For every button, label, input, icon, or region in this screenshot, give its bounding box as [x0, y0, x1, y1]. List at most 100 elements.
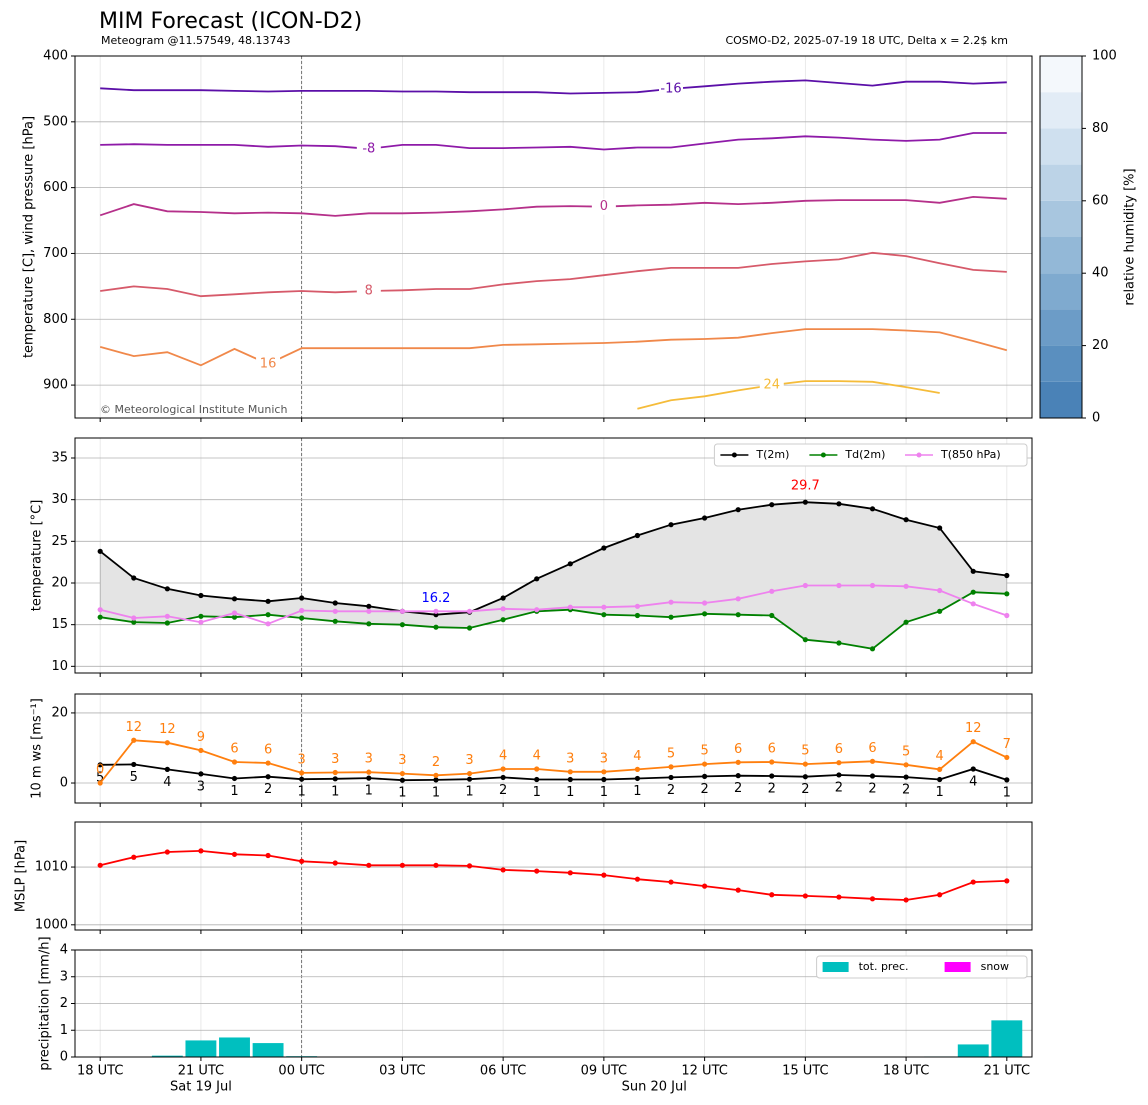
data-point [802, 774, 808, 780]
data-point [131, 619, 137, 625]
data-point [937, 587, 943, 594]
colorbar-band [1040, 128, 1082, 165]
y-tick-label: 0 [60, 776, 68, 791]
data-point [332, 860, 338, 866]
data-point [97, 780, 103, 786]
data-label: 1 [533, 785, 541, 800]
data-point [769, 588, 775, 594]
x-tick-label: 00 UTC [278, 1064, 324, 1079]
y-tick-label: 35 [51, 451, 68, 466]
data-point [97, 607, 103, 613]
legend-label: T(850 hPa) [940, 448, 1001, 461]
y-tick-label: 1010 [35, 860, 68, 875]
data-label: 6 [868, 741, 876, 756]
data-point [869, 896, 876, 902]
extreme-label: 16.2 [421, 591, 450, 606]
data-point [500, 595, 506, 601]
data-point [601, 872, 607, 878]
date-label: Sat 19 Jul [170, 1080, 232, 1095]
data-point [802, 637, 808, 643]
data-point [735, 887, 741, 893]
legend-marker [731, 452, 737, 458]
series-line [99, 501, 1007, 616]
data-point [567, 769, 573, 775]
title: MIM Forecast (ICON-D2) [99, 9, 362, 34]
data-point [466, 776, 473, 782]
y-tick-label: 2 [60, 996, 68, 1011]
data-label: 1 [398, 786, 406, 801]
data-point [1004, 572, 1010, 579]
data-point [366, 608, 372, 614]
data-point [433, 862, 439, 868]
data-point [399, 862, 405, 868]
legend-label: T(2m) [755, 448, 789, 461]
colorbar-band [1040, 56, 1082, 93]
data-point [299, 776, 305, 782]
contour-label-bg [591, 198, 616, 215]
x-tick-label: 15 UTC [782, 1064, 828, 1079]
data-point [164, 586, 170, 592]
data-label: 3 [465, 753, 473, 768]
data-point [970, 601, 976, 607]
data-point [668, 879, 674, 885]
data-point [769, 892, 775, 898]
data-point [970, 589, 976, 595]
y-tick-label: 20 [51, 705, 68, 720]
data-point [802, 499, 808, 505]
panel-frame [74, 437, 1033, 674]
data-point [265, 598, 271, 604]
data-point [299, 770, 305, 776]
data-point [1004, 754, 1010, 761]
legend-label: snow [981, 960, 1009, 973]
data-point [735, 507, 741, 513]
data-point [567, 604, 573, 610]
data-point [399, 622, 405, 628]
colorbar-band [1040, 309, 1082, 346]
x-tick-label: 21 UTC [984, 1064, 1030, 1079]
data-label: 3 [600, 751, 608, 766]
y-axis-label: temperature [C], wind pressure [hPa] [22, 116, 37, 358]
data-point [332, 618, 338, 624]
data-point [1004, 591, 1010, 597]
data-point [937, 892, 943, 898]
data-point [500, 617, 506, 623]
data-label: 3 [298, 752, 306, 767]
data-point [265, 621, 271, 627]
data-point [466, 770, 473, 777]
data-point [634, 603, 641, 609]
data-label: 2 [835, 780, 843, 795]
data-point [970, 739, 976, 745]
data-label: 6 [835, 742, 843, 757]
data-point [903, 619, 909, 625]
contour-label-bg [759, 377, 784, 394]
data-label: 2 [700, 782, 708, 797]
data-point [970, 568, 976, 574]
data-point [332, 608, 338, 614]
data-point [534, 776, 540, 783]
data-point [567, 870, 573, 876]
data-point [164, 766, 170, 772]
data-point [366, 603, 372, 609]
contour-label-bg [356, 282, 381, 299]
data-point [366, 621, 372, 627]
data-point [903, 517, 909, 523]
data-point [567, 561, 573, 567]
data-point [131, 575, 137, 581]
data-point [534, 576, 540, 582]
data-label: 3 [365, 752, 373, 767]
data-point [601, 604, 607, 610]
isotherm [99, 328, 1008, 367]
data-point [601, 776, 607, 783]
data-point [937, 766, 943, 772]
extreme-label: 29.7 [791, 479, 820, 494]
data-label: 1 [936, 785, 944, 800]
panel-frame [74, 55, 1033, 419]
data-point [164, 620, 170, 626]
data-point [970, 879, 976, 885]
subtitle-left: Meteogram @11.57549, 48.13743 [101, 34, 291, 47]
data-label: 2 [264, 782, 272, 797]
legend-marker [916, 452, 922, 458]
data-point [668, 774, 674, 781]
y-axis-label: 10 m ws [ms⁻¹] [30, 698, 45, 799]
